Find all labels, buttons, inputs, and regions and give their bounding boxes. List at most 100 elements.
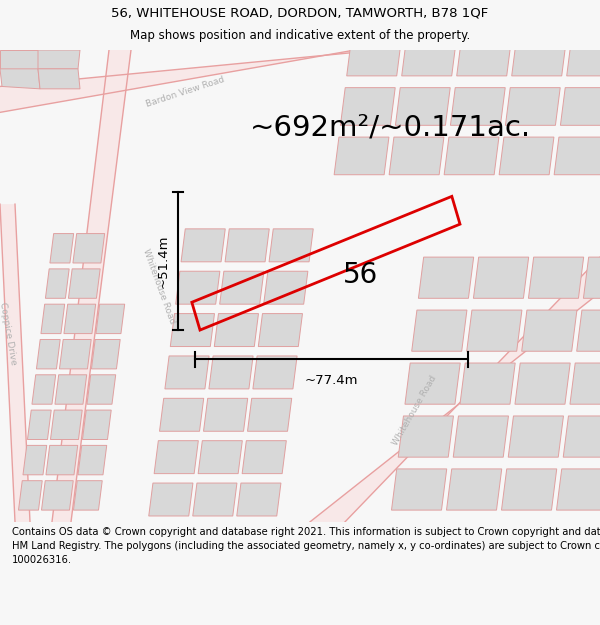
Polygon shape: [68, 269, 100, 298]
Polygon shape: [198, 441, 242, 474]
Polygon shape: [176, 271, 220, 304]
Polygon shape: [505, 88, 560, 125]
Polygon shape: [389, 137, 444, 175]
Polygon shape: [55, 375, 87, 404]
Polygon shape: [395, 88, 450, 125]
Polygon shape: [64, 304, 95, 334]
Polygon shape: [87, 375, 116, 404]
Text: ~77.4m: ~77.4m: [305, 374, 358, 387]
Polygon shape: [334, 137, 389, 175]
Polygon shape: [165, 356, 209, 389]
Polygon shape: [0, 50, 380, 112]
Polygon shape: [41, 481, 73, 510]
Text: Map shows position and indicative extent of the property.: Map shows position and indicative extent…: [130, 29, 470, 42]
Polygon shape: [444, 137, 499, 175]
Polygon shape: [73, 234, 104, 263]
Polygon shape: [96, 304, 125, 334]
Polygon shape: [515, 363, 570, 404]
Polygon shape: [502, 469, 557, 510]
Polygon shape: [560, 88, 600, 125]
Polygon shape: [556, 469, 600, 510]
Polygon shape: [46, 446, 78, 475]
Text: 56: 56: [343, 261, 379, 289]
Text: Whitehouse Road: Whitehouse Road: [141, 248, 177, 325]
Polygon shape: [408, 0, 463, 26]
Polygon shape: [50, 234, 74, 263]
Polygon shape: [91, 339, 120, 369]
Polygon shape: [0, 69, 40, 89]
Polygon shape: [32, 375, 56, 404]
Polygon shape: [237, 483, 281, 516]
Polygon shape: [23, 446, 47, 475]
Polygon shape: [310, 257, 600, 522]
Polygon shape: [518, 0, 573, 26]
Polygon shape: [418, 257, 473, 298]
Text: Coppice Drive: Coppice Drive: [0, 301, 18, 366]
Polygon shape: [269, 229, 313, 262]
Polygon shape: [50, 410, 82, 439]
Polygon shape: [170, 314, 214, 346]
Text: 56, WHITEHOUSE ROAD, DORDON, TAMWORTH, B78 1QF: 56, WHITEHOUSE ROAD, DORDON, TAMWORTH, B…: [112, 7, 488, 19]
Polygon shape: [508, 416, 563, 457]
Polygon shape: [38, 69, 80, 89]
Polygon shape: [28, 410, 51, 439]
Polygon shape: [263, 271, 308, 304]
Polygon shape: [446, 469, 502, 510]
Polygon shape: [451, 88, 505, 125]
Polygon shape: [583, 257, 600, 298]
Polygon shape: [512, 38, 566, 76]
Polygon shape: [577, 310, 600, 351]
Polygon shape: [457, 38, 511, 76]
Polygon shape: [52, 50, 131, 522]
Polygon shape: [463, 0, 518, 26]
Polygon shape: [412, 310, 467, 351]
Polygon shape: [73, 481, 102, 510]
Text: Bardon View Road: Bardon View Road: [145, 76, 226, 109]
Polygon shape: [570, 363, 600, 404]
Polygon shape: [0, 50, 38, 69]
Polygon shape: [225, 229, 269, 262]
Polygon shape: [402, 38, 457, 76]
Polygon shape: [499, 137, 554, 175]
Polygon shape: [340, 88, 395, 125]
Text: Whitehouse Road: Whitehouse Road: [391, 374, 439, 447]
Text: Contains OS data © Crown copyright and database right 2021. This information is : Contains OS data © Crown copyright and d…: [12, 527, 600, 565]
Polygon shape: [529, 257, 584, 298]
Polygon shape: [149, 483, 193, 516]
Polygon shape: [209, 356, 253, 389]
Polygon shape: [347, 38, 401, 76]
Polygon shape: [554, 137, 600, 175]
Polygon shape: [521, 310, 577, 351]
Polygon shape: [567, 38, 600, 76]
Polygon shape: [82, 410, 111, 439]
Polygon shape: [248, 398, 292, 431]
Polygon shape: [154, 441, 199, 474]
Polygon shape: [160, 398, 204, 431]
Polygon shape: [41, 304, 65, 334]
Polygon shape: [0, 204, 30, 522]
Polygon shape: [405, 363, 460, 404]
Polygon shape: [258, 314, 302, 346]
Polygon shape: [214, 314, 259, 346]
Polygon shape: [253, 356, 297, 389]
Polygon shape: [353, 0, 408, 26]
Polygon shape: [46, 269, 69, 298]
Polygon shape: [220, 271, 264, 304]
Polygon shape: [391, 469, 447, 510]
Polygon shape: [453, 416, 508, 457]
Polygon shape: [37, 339, 60, 369]
Polygon shape: [78, 446, 107, 475]
Polygon shape: [573, 0, 600, 26]
Polygon shape: [398, 416, 454, 457]
Text: ~692m²/~0.171ac.: ~692m²/~0.171ac.: [250, 114, 530, 142]
Polygon shape: [563, 416, 600, 457]
Polygon shape: [460, 363, 515, 404]
Polygon shape: [38, 50, 80, 69]
Polygon shape: [203, 398, 248, 431]
Text: ~51.4m: ~51.4m: [157, 234, 170, 288]
Polygon shape: [473, 257, 529, 298]
Polygon shape: [181, 229, 225, 262]
Polygon shape: [19, 481, 42, 510]
Polygon shape: [467, 310, 522, 351]
Polygon shape: [193, 483, 237, 516]
